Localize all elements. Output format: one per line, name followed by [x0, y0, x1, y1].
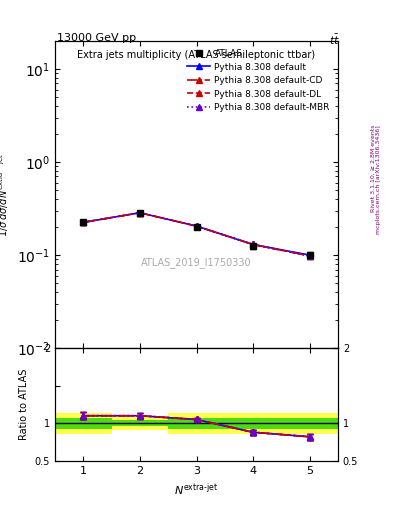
Y-axis label: Ratio to ATLAS: Ratio to ATLAS — [19, 369, 29, 440]
Pythia 8.308 default-MBR — [81, 219, 86, 225]
Pythia 8.308 default — [194, 223, 199, 229]
Pythia 8.308 default-CD — [194, 223, 199, 229]
Pythia 8.308 default — [251, 242, 255, 248]
Pythia 8.308 default — [307, 252, 312, 258]
Pythia 8.308 default-CD — [307, 253, 312, 259]
Pythia 8.308 default-DL — [81, 219, 86, 225]
Line: Pythia 8.308 default-MBR: Pythia 8.308 default-MBR — [81, 210, 312, 259]
Line: Pythia 8.308 default-DL: Pythia 8.308 default-DL — [81, 210, 312, 259]
Pythia 8.308 default-DL — [194, 223, 199, 229]
Pythia 8.308 default-CD — [81, 219, 86, 225]
X-axis label: $N^{\rm extra\text{-}jet}$: $N^{\rm extra\text{-}jet}$ — [174, 481, 219, 498]
Pythia 8.308 default-CD — [138, 210, 142, 216]
Bar — [55, 418, 112, 429]
Pythia 8.308 default-MBR — [251, 242, 255, 248]
Text: $t\bar{t}$: $t\bar{t}$ — [329, 33, 340, 48]
Pythia 8.308 default — [138, 210, 142, 216]
Y-axis label: $1/\sigma\,d\sigma/dN^{\rm extra-jet}$: $1/\sigma\,d\sigma/dN^{\rm extra-jet}$ — [0, 153, 11, 237]
Line: Pythia 8.308 default-CD: Pythia 8.308 default-CD — [81, 210, 312, 259]
Pythia 8.308 default-DL — [138, 210, 142, 216]
Bar — [168, 418, 253, 429]
Bar — [168, 413, 253, 434]
Text: Extra jets multiplicity (ATLAS semileptonic ttbar): Extra jets multiplicity (ATLAS semilepto… — [77, 50, 316, 60]
Bar — [253, 418, 338, 429]
Bar — [55, 413, 112, 434]
Line: Pythia 8.308 default: Pythia 8.308 default — [81, 210, 312, 258]
Bar — [112, 417, 168, 430]
Pythia 8.308 default-MBR — [307, 253, 312, 259]
Pythia 8.308 default-DL — [251, 242, 255, 248]
Text: ATLAS_2019_I1750330: ATLAS_2019_I1750330 — [141, 257, 252, 268]
Pythia 8.308 default-MBR — [194, 223, 199, 229]
Text: 13000 GeV pp: 13000 GeV pp — [57, 33, 136, 44]
Bar — [112, 420, 168, 426]
Legend: ATLAS, Pythia 8.308 default, Pythia 8.308 default-CD, Pythia 8.308 default-DL, P: ATLAS, Pythia 8.308 default, Pythia 8.30… — [184, 46, 334, 116]
Pythia 8.308 default-DL — [307, 253, 312, 259]
Pythia 8.308 default — [81, 219, 86, 225]
Bar — [253, 413, 338, 434]
Text: Rivet 3.1.10, ≥ 2.8M events
mcplots.cern.ch [arXiv:1306.3436]: Rivet 3.1.10, ≥ 2.8M events mcplots.cern… — [371, 125, 381, 233]
Pythia 8.308 default-CD — [251, 242, 255, 248]
Pythia 8.308 default-MBR — [138, 210, 142, 216]
